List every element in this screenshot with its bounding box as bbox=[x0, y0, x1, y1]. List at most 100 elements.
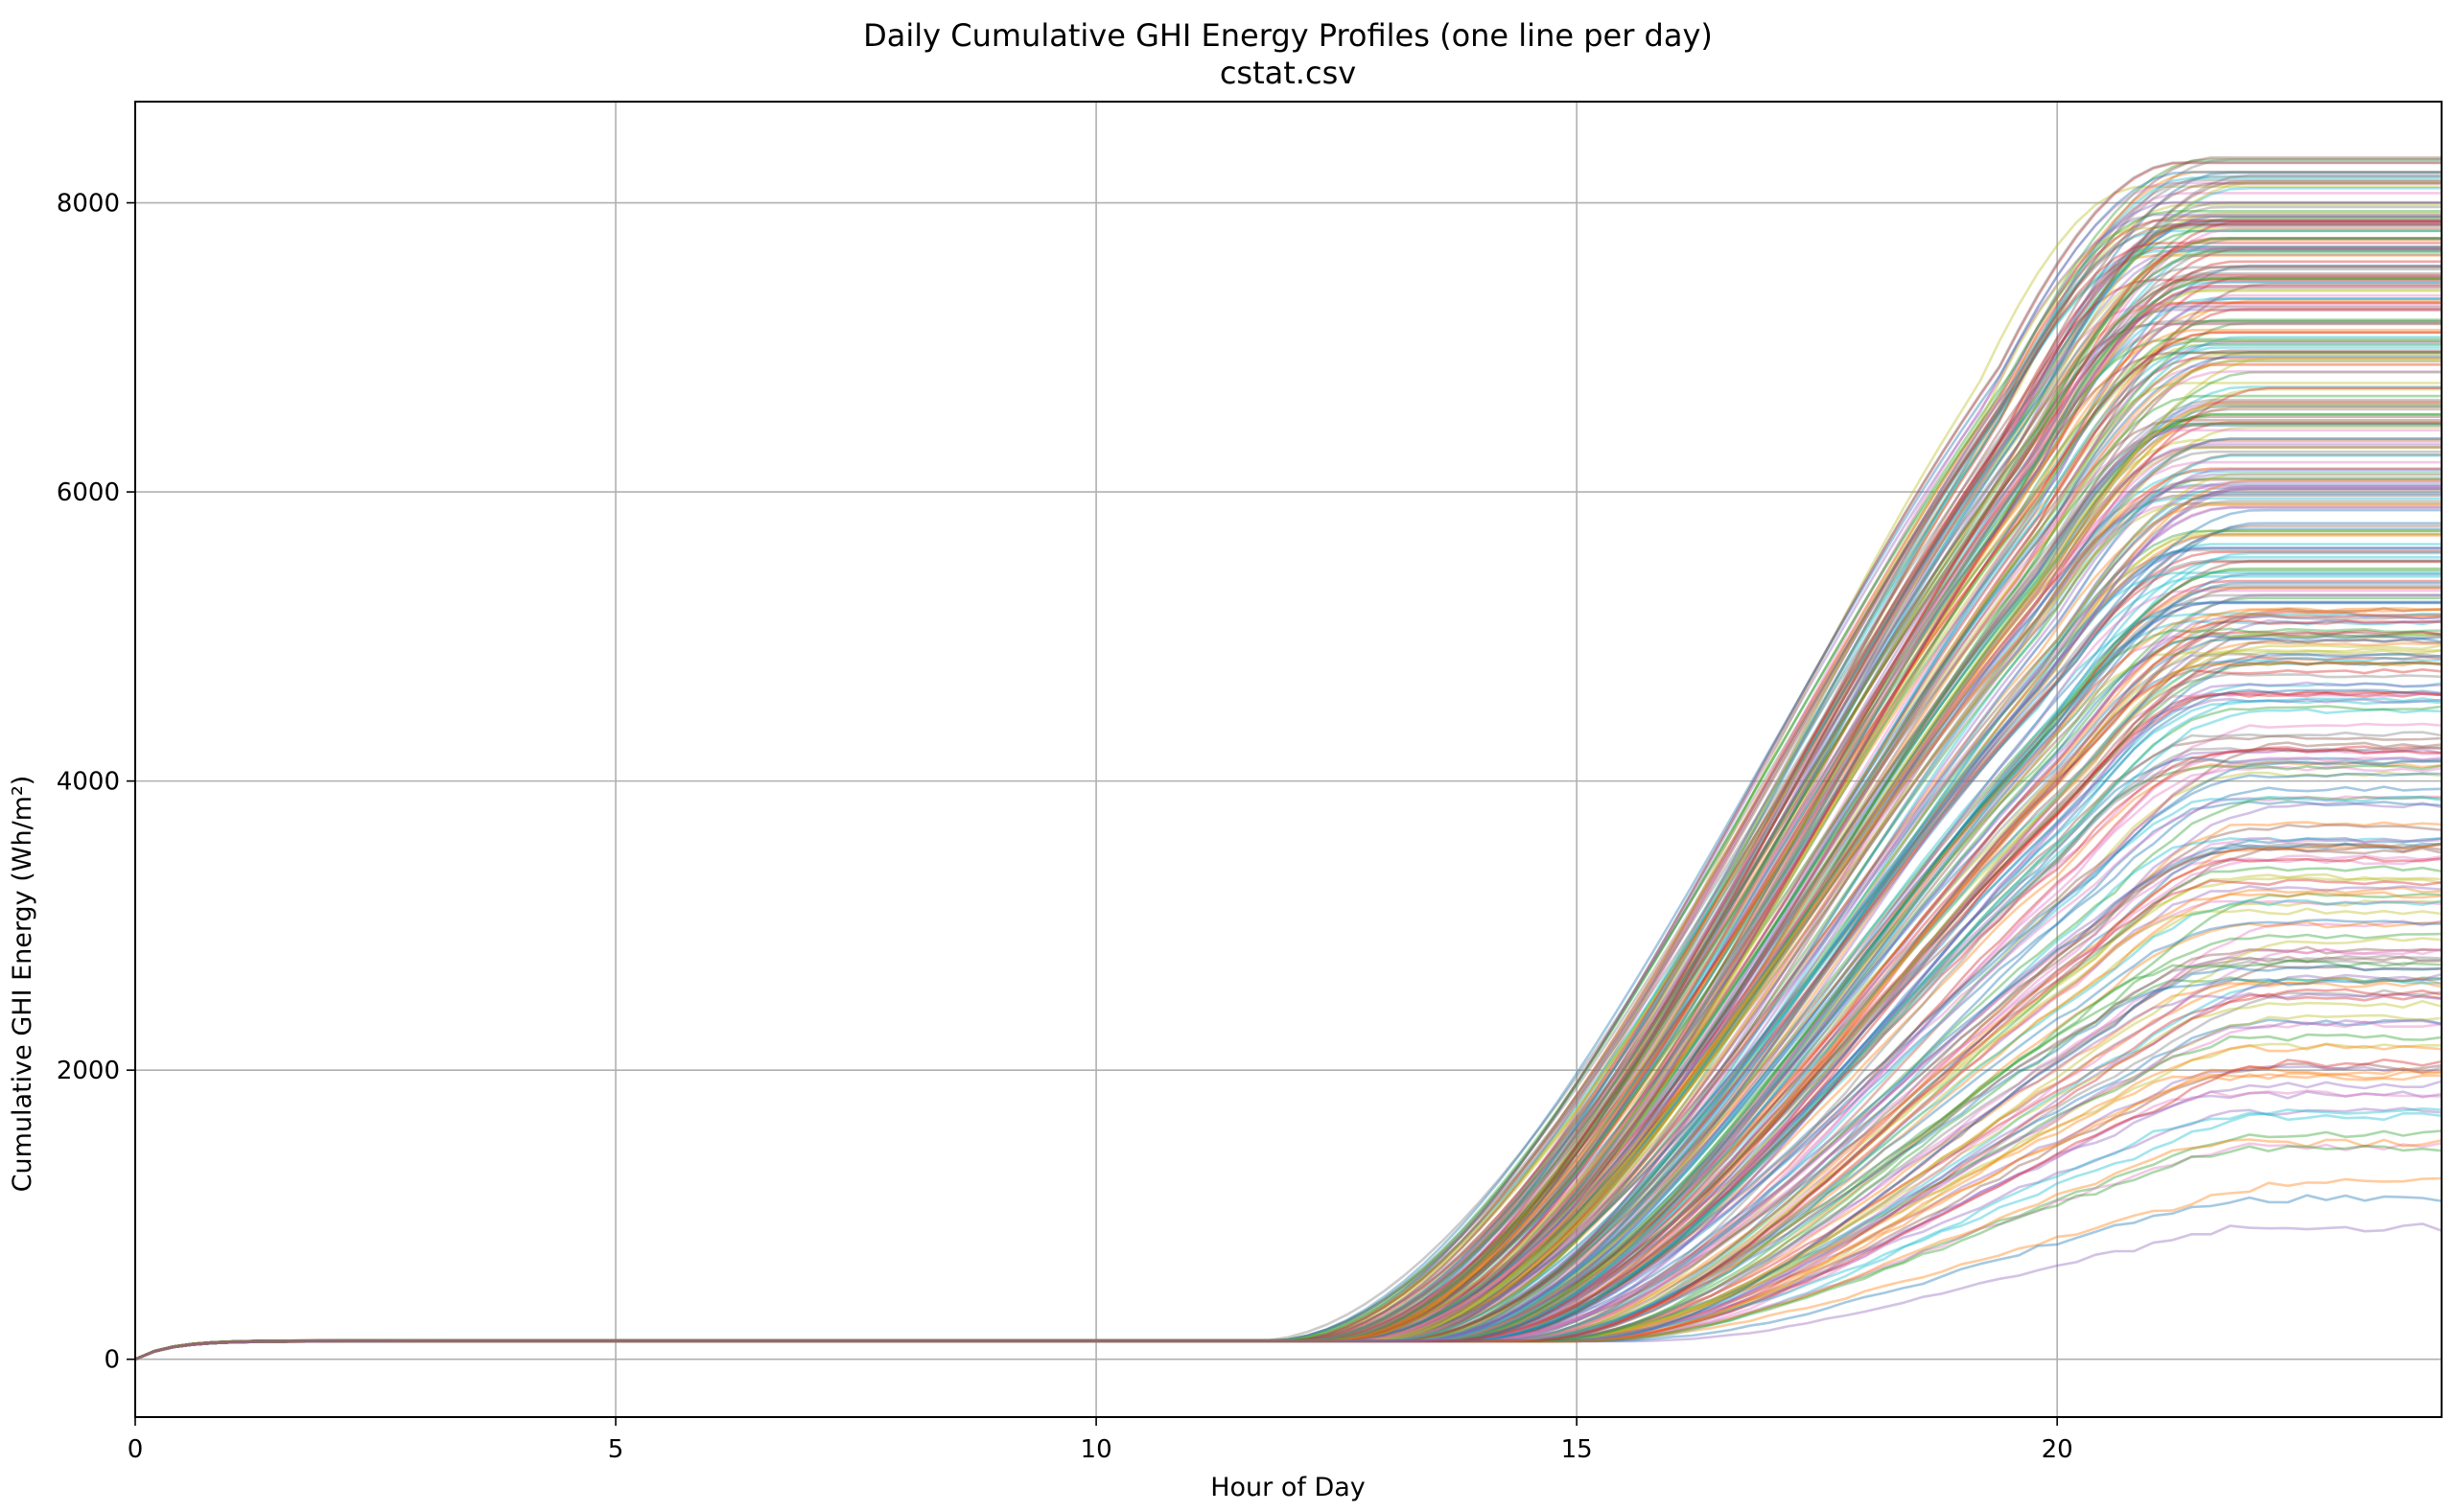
series-line bbox=[134, 246, 2442, 1361]
series-line bbox=[134, 1062, 2443, 1361]
series-line bbox=[134, 418, 2442, 1361]
series-line bbox=[134, 385, 2442, 1361]
series-line bbox=[134, 919, 2443, 1361]
series-line bbox=[134, 174, 2442, 1361]
series-line bbox=[134, 412, 2442, 1361]
series-line bbox=[134, 532, 2442, 1361]
series-line bbox=[134, 271, 2442, 1361]
series-line bbox=[134, 688, 2443, 1361]
series-line bbox=[134, 205, 2442, 1361]
series-line bbox=[134, 508, 2442, 1361]
series-line bbox=[134, 964, 2443, 1361]
series-line bbox=[134, 633, 2443, 1361]
series-line bbox=[134, 275, 2442, 1361]
series-line bbox=[134, 847, 2443, 1361]
series-line bbox=[134, 483, 2442, 1361]
series-line bbox=[134, 424, 2442, 1361]
series-line bbox=[134, 353, 2442, 1361]
series-line bbox=[134, 959, 2443, 1361]
series-line bbox=[134, 586, 2442, 1361]
series-line bbox=[134, 579, 2442, 1361]
series-line bbox=[134, 550, 2442, 1361]
series-line bbox=[134, 340, 2442, 1361]
series-line bbox=[134, 200, 2442, 1361]
series-line bbox=[134, 543, 2442, 1361]
series-line bbox=[134, 276, 2442, 1361]
series-line bbox=[134, 1138, 2443, 1361]
series-line bbox=[134, 690, 2443, 1361]
series-line bbox=[134, 171, 2442, 1361]
series-line bbox=[134, 745, 2443, 1361]
series-line bbox=[134, 309, 2442, 1361]
series-line bbox=[134, 682, 2443, 1361]
series-line bbox=[134, 697, 2443, 1361]
series-line bbox=[134, 572, 2442, 1361]
series-line bbox=[134, 331, 2442, 1361]
series-line bbox=[134, 731, 2443, 1361]
y-tick-label: 6000 bbox=[57, 478, 120, 507]
series-line bbox=[134, 422, 2442, 1361]
series-line bbox=[134, 244, 2442, 1361]
series-line bbox=[134, 824, 2443, 1361]
chart-title: Daily Cumulative GHI Energy Profiles (on… bbox=[863, 17, 1713, 54]
series-line bbox=[134, 321, 2442, 1361]
series-line bbox=[134, 220, 2442, 1361]
series-line bbox=[134, 238, 2442, 1361]
series-line bbox=[134, 422, 2442, 1361]
series-line bbox=[134, 878, 2443, 1361]
series-line bbox=[134, 349, 2442, 1361]
series-line bbox=[134, 486, 2442, 1361]
series-line bbox=[134, 795, 2443, 1361]
series-line bbox=[134, 872, 2443, 1361]
series-line bbox=[134, 470, 2442, 1361]
series-line bbox=[134, 1080, 2443, 1361]
series-line bbox=[134, 229, 2442, 1361]
series-line bbox=[134, 631, 2443, 1361]
series-line bbox=[134, 907, 2443, 1361]
series-line bbox=[134, 748, 2443, 1361]
series-line bbox=[134, 201, 2442, 1361]
series-line bbox=[134, 761, 2443, 1361]
series-line bbox=[134, 386, 2442, 1361]
series-line bbox=[134, 320, 2442, 1361]
series-line bbox=[134, 875, 2443, 1361]
series-line bbox=[134, 771, 2443, 1361]
series-line bbox=[134, 247, 2442, 1361]
series-line bbox=[134, 555, 2442, 1361]
series-line bbox=[134, 1065, 2443, 1361]
series-line bbox=[134, 477, 2442, 1361]
series-line bbox=[134, 593, 2442, 1361]
series-line bbox=[134, 403, 2442, 1361]
series-line bbox=[134, 1065, 2443, 1361]
series-line bbox=[134, 524, 2442, 1361]
series-line bbox=[134, 305, 2442, 1361]
series-line bbox=[134, 534, 2442, 1361]
series-line bbox=[134, 284, 2442, 1361]
series-line bbox=[134, 795, 2443, 1361]
series-line bbox=[134, 454, 2442, 1361]
series-line bbox=[134, 387, 2442, 1361]
series-line bbox=[134, 481, 2442, 1361]
series-line bbox=[134, 574, 2442, 1361]
series-line bbox=[134, 600, 2442, 1361]
series-line bbox=[134, 221, 2442, 1361]
series-line bbox=[134, 991, 2443, 1361]
series-line bbox=[134, 460, 2442, 1361]
series-line bbox=[134, 1106, 2443, 1361]
series-line bbox=[134, 443, 2442, 1361]
series-line bbox=[134, 1033, 2443, 1361]
series-line bbox=[134, 708, 2443, 1361]
series-line bbox=[134, 297, 2442, 1361]
series-line bbox=[134, 1013, 2443, 1361]
series-line bbox=[134, 569, 2442, 1361]
series-line bbox=[134, 627, 2443, 1361]
series-line bbox=[134, 800, 2443, 1361]
series-line bbox=[134, 239, 2442, 1361]
series-line bbox=[134, 954, 2443, 1361]
series-line bbox=[134, 278, 2442, 1361]
series-line bbox=[134, 283, 2442, 1361]
series-line bbox=[134, 181, 2442, 1361]
series-line bbox=[134, 734, 2443, 1361]
series-line bbox=[134, 884, 2443, 1361]
series-line bbox=[134, 1090, 2443, 1361]
